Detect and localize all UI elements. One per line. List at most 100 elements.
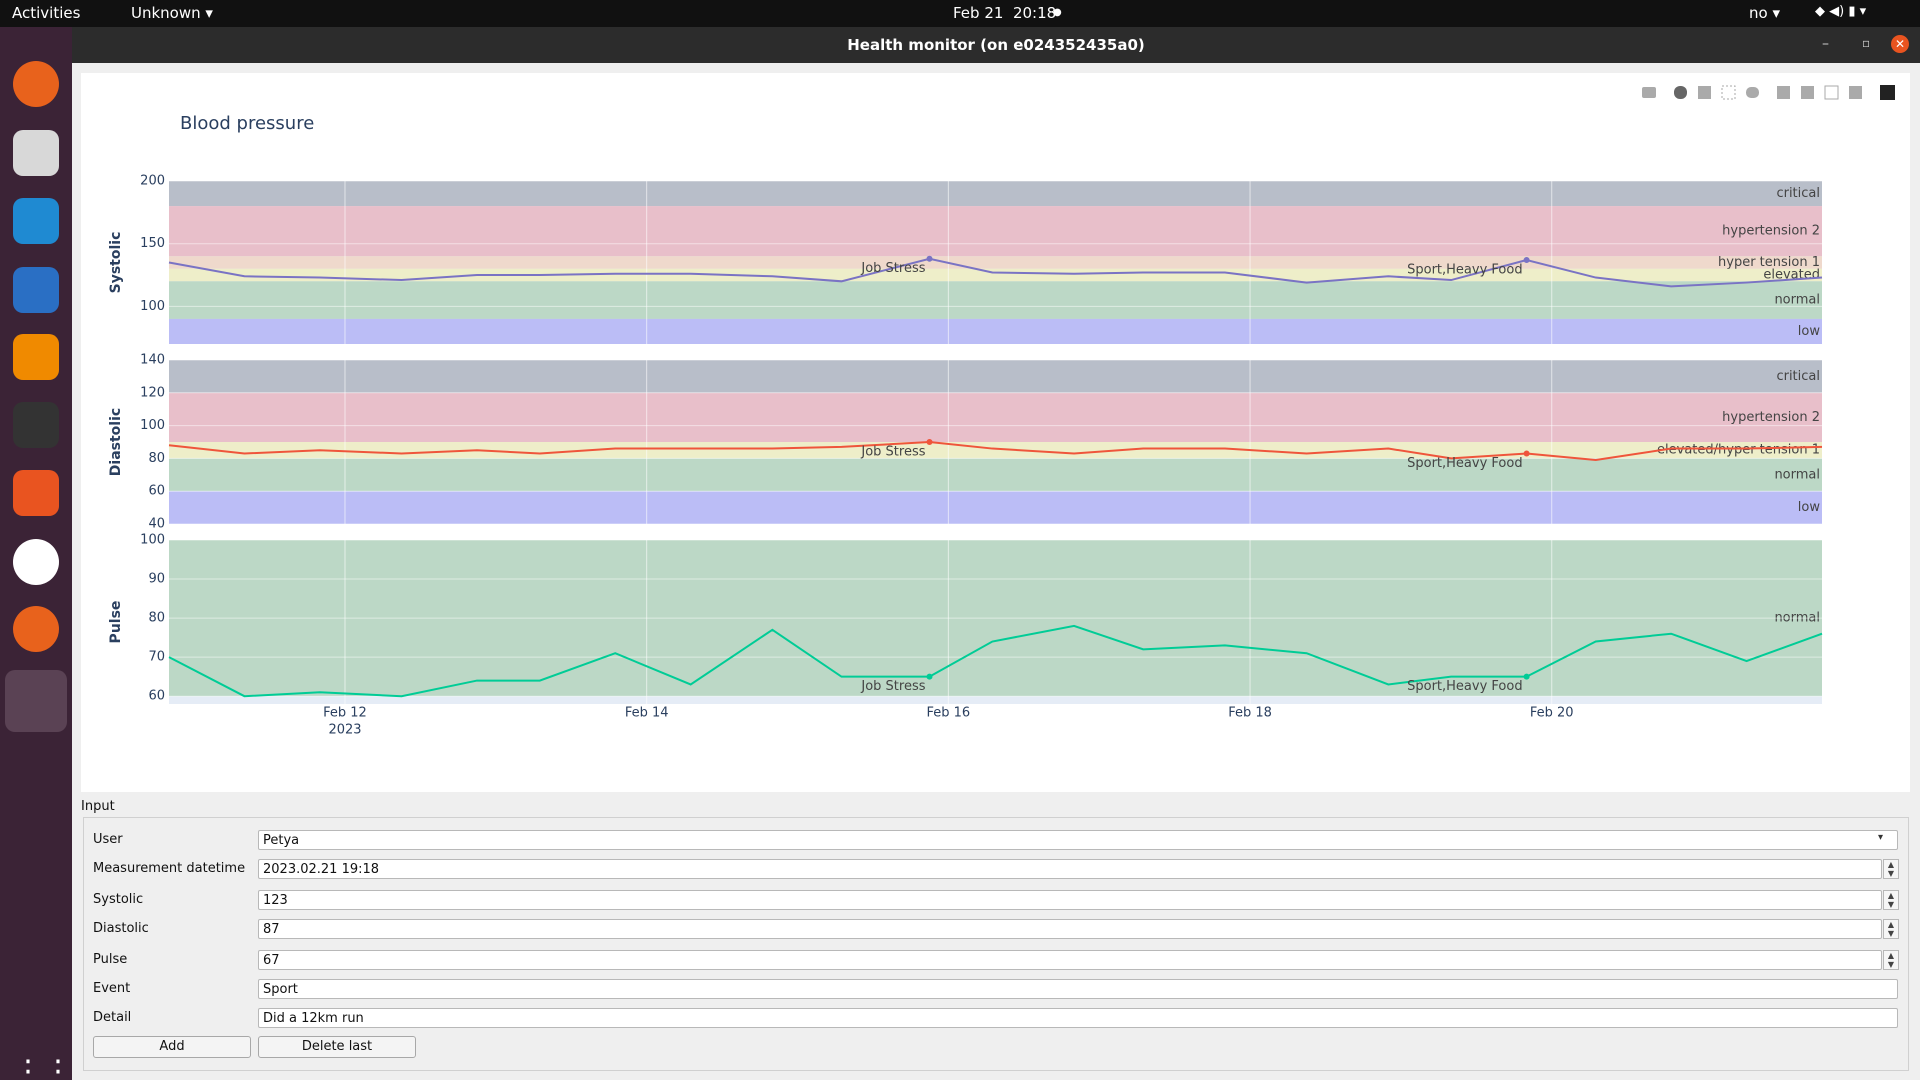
dock-terminal[interactable] (13, 402, 59, 448)
x-tick-label: Feb 18 (1228, 706, 1272, 721)
band-label: normal (1774, 293, 1820, 308)
band-label: low (1798, 324, 1821, 339)
annotation: Sport,Heavy Food (1407, 262, 1522, 277)
dock-slack[interactable] (13, 539, 59, 585)
band-label: hyper tension 1 (1718, 255, 1820, 270)
y-tick-label: 100 (140, 299, 165, 314)
band (169, 458, 1822, 492)
tool-camera[interactable] (1642, 87, 1656, 98)
point-marker (926, 439, 933, 445)
y-tick-label: 60 (148, 484, 165, 499)
dock-writer[interactable] (13, 267, 59, 313)
y-tick-label: 90 (148, 572, 165, 587)
band (169, 256, 1822, 269)
band-label: hypertension 2 (1722, 410, 1820, 425)
field-label: Measurement datetime (93, 861, 246, 876)
band-label: hypertension 2 (1722, 224, 1820, 239)
series-line (168, 624, 1823, 698)
tool-zoom-out[interactable] (1801, 86, 1814, 99)
dock-active-app[interactable] (5, 670, 67, 732)
y-axis-title: Pulse (108, 601, 124, 644)
spin-buttons[interactable]: ▲ ▼ (1883, 890, 1899, 910)
window-close[interactable]: ✕ (1891, 35, 1909, 53)
notification-dot: ● (1053, 7, 1062, 18)
x-tick-label: Feb 14 (625, 706, 669, 721)
y-tick-label: 120 (140, 385, 165, 400)
y-tick-label: 80 (148, 451, 165, 466)
tool-zoom-in[interactable] (1777, 86, 1790, 99)
field-input[interactable]: Sport (258, 979, 1898, 999)
status-icons[interactable]: ◆ ◀) ▮ ▾ (1815, 4, 1867, 19)
annotation: Job Stress (860, 445, 925, 460)
chart-area: Blood pressure critical hypertension 2 hyp… (81, 73, 1910, 792)
window-minimize[interactable]: – (1822, 36, 1829, 52)
annotation: Sport,Heavy Food (1407, 456, 1522, 471)
band-label: critical (1776, 186, 1820, 201)
tool-reset[interactable] (1849, 86, 1862, 99)
field-input[interactable]: 87 (258, 919, 1882, 939)
field-label: Event (93, 981, 131, 996)
dock-files[interactable] (13, 130, 59, 176)
dock-firefox-2[interactable] (13, 606, 59, 652)
field-label: Pulse (93, 952, 128, 967)
y-tick-label: 140 (140, 353, 165, 368)
band (169, 281, 1822, 319)
dock-network[interactable] (13, 470, 59, 516)
language-text: no (1749, 4, 1768, 22)
tool-autoscale[interactable] (1824, 85, 1839, 100)
band (169, 442, 1822, 459)
form-title: Input (81, 799, 115, 814)
tool-plotly[interactable] (1880, 85, 1895, 100)
dock-vlc[interactable] (13, 334, 59, 380)
dock-vscode[interactable] (13, 198, 59, 244)
y-tick-label: 60 (148, 689, 165, 704)
x-year-label: 2023 (328, 723, 361, 738)
point-marker (1523, 673, 1530, 680)
band (169, 181, 1822, 207)
activities[interactable]: Activities (12, 4, 81, 22)
spin-buttons[interactable]: ▲ ▼ (1883, 950, 1899, 970)
band (169, 206, 1822, 257)
field-input[interactable]: Petya (258, 830, 1898, 850)
app-menu-text: Unknown (131, 4, 201, 22)
dock-firefox[interactable] (13, 61, 59, 107)
combo-arrow[interactable]: ▾ (1878, 832, 1884, 843)
annotation: Sport,Heavy Food (1407, 679, 1522, 694)
language-menu[interactable]: no ▾ (1749, 4, 1780, 22)
clock[interactable]: Feb 21 20:18 (953, 4, 1057, 22)
annotation: Job Stress (860, 261, 925, 276)
chart: Blood pressure critical hypertension 2 hyp… (108, 85, 1895, 738)
tool-zoom[interactable] (1674, 86, 1687, 99)
y-tick-label: 100 (140, 418, 165, 433)
y-tick-label: 80 (148, 611, 165, 626)
tool-pan[interactable] (1698, 86, 1711, 99)
toolbar[interactable] (1642, 85, 1895, 100)
y-axis-title: Systolic (108, 232, 124, 294)
spin-buttons[interactable]: ▲ ▼ (1883, 859, 1899, 879)
field-input[interactable]: Did a 12km run (258, 1008, 1898, 1028)
button[interactable]: Delete last (258, 1036, 416, 1058)
field-input[interactable]: 2023.02.21 19:18 (258, 859, 1882, 879)
top-bar: Activities Unknown ▾ Feb 21 20:18 ● no ▾… (0, 0, 1920, 27)
dock-app-grid[interactable]: ⋮⋮⋮ (13, 1054, 103, 1080)
button[interactable]: Add (93, 1036, 251, 1058)
band-label: normal (1774, 467, 1820, 482)
field-label: Diastolic (93, 921, 149, 936)
tool-select[interactable] (1721, 85, 1736, 100)
tool-lasso[interactable] (1746, 87, 1759, 98)
band (169, 491, 1822, 524)
app-menu[interactable]: Unknown ▾ (131, 4, 213, 22)
y-tick-label: 40 (148, 517, 165, 532)
point-marker (926, 673, 933, 680)
window-title: Health monitor (on e024352435a0) (72, 27, 1920, 63)
field-input[interactable]: 123 (258, 890, 1882, 910)
x-tick-label: Feb 12 (323, 706, 367, 721)
field-input[interactable]: 67 (258, 950, 1882, 970)
window-maximize[interactable]: ▫ (1862, 36, 1871, 50)
point-marker (1523, 450, 1530, 457)
y-tick-label: 70 (148, 650, 165, 665)
spin-buttons[interactable]: ▲ ▼ (1883, 919, 1899, 939)
point-marker (1523, 256, 1530, 263)
band-label: critical (1776, 369, 1820, 384)
